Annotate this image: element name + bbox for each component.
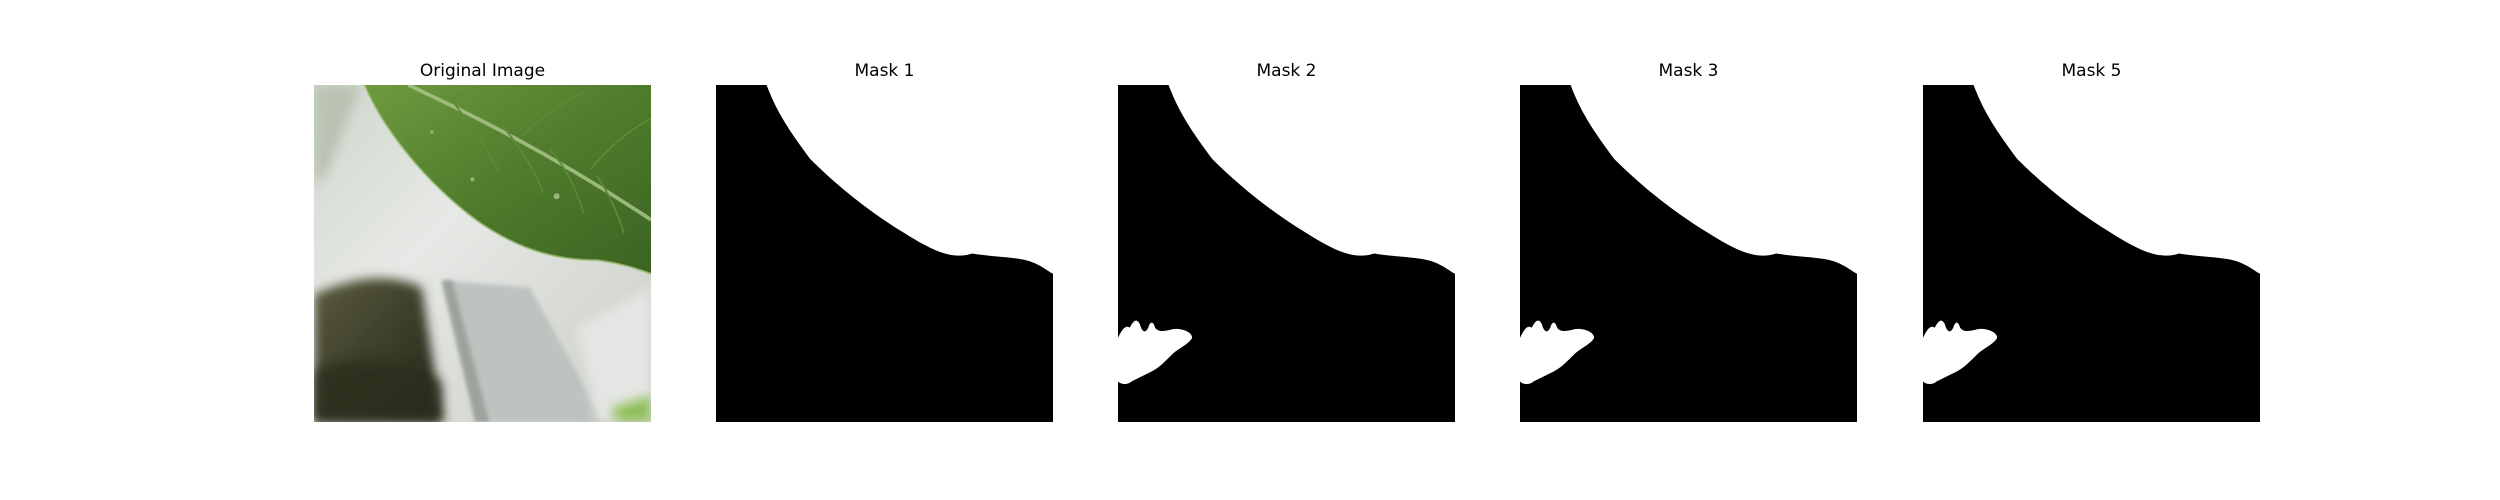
panel-title: Mask 1 <box>854 61 915 81</box>
mask-leaf-region <box>1973 85 2260 274</box>
mask-leaf-region <box>1570 85 1857 274</box>
mask-image <box>1520 85 1857 422</box>
mask-image <box>1118 85 1455 422</box>
mask-image <box>716 85 1053 422</box>
mask-blob <box>1118 320 1193 385</box>
panel-title: Mask 5 <box>2061 61 2122 81</box>
mask-blob <box>1520 320 1595 385</box>
panel-title: Mask 3 <box>1658 61 1719 81</box>
mask-leaf-region <box>1168 85 1455 274</box>
panel-title: Mask 2 <box>1256 61 1317 81</box>
panel-title: Original Image <box>419 61 546 81</box>
original-image <box>314 85 651 422</box>
mask-blob <box>1923 320 1998 385</box>
mask-leaf-region <box>766 85 1053 274</box>
mask-image <box>1923 85 2260 422</box>
